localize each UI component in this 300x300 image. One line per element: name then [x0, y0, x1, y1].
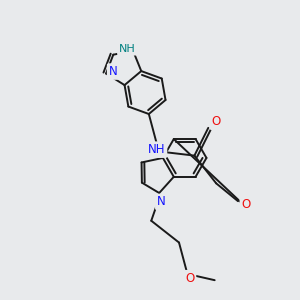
Text: N: N: [109, 65, 117, 78]
Text: O: O: [241, 198, 250, 211]
Text: NH: NH: [148, 143, 166, 156]
Text: NH: NH: [119, 44, 136, 54]
Text: O: O: [185, 272, 194, 285]
Text: N: N: [157, 195, 166, 208]
Text: O: O: [212, 116, 221, 128]
